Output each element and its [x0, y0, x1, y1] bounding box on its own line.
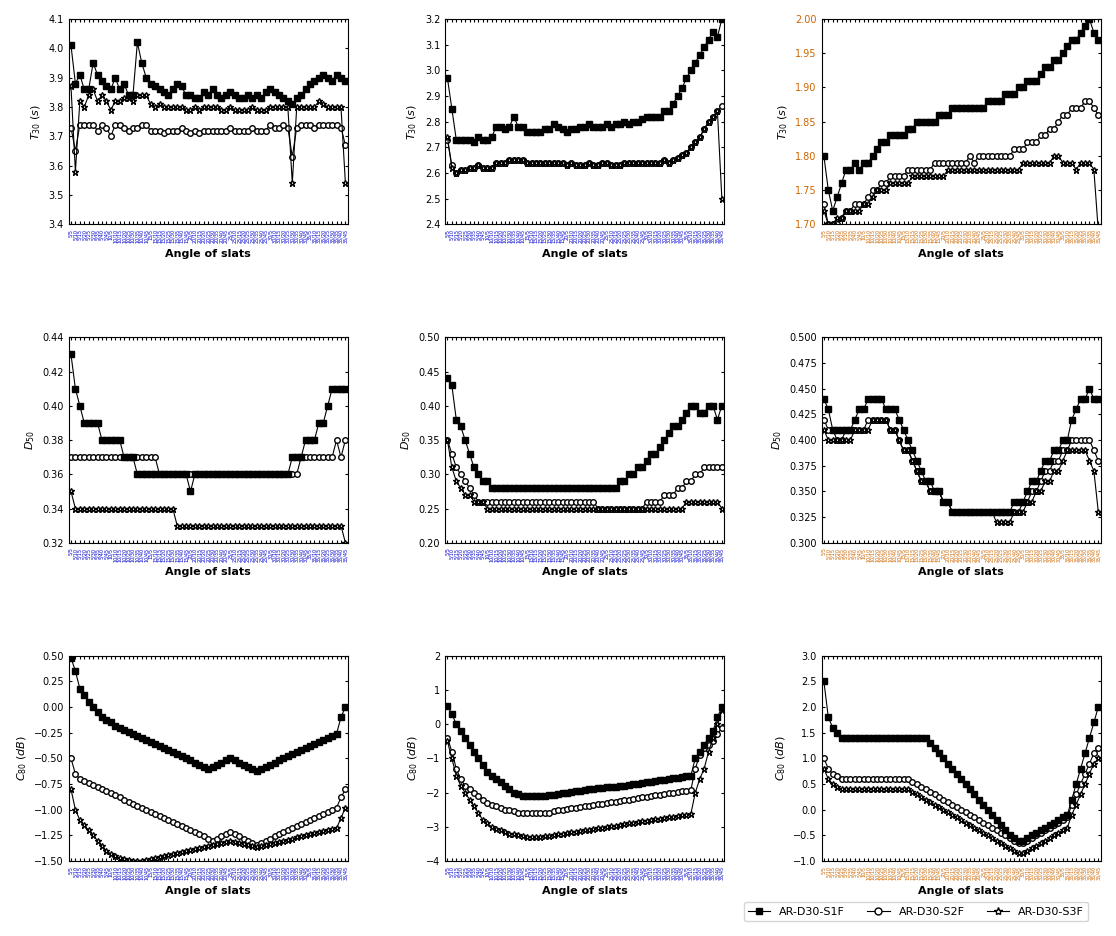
Y-axis label: $C_{80}\ (dB)$: $C_{80}\ (dB)$: [775, 736, 788, 782]
Legend: AR-D30-S1F, AR-D30-S2F, AR-D30-S3F: AR-D30-S1F, AR-D30-S2F, AR-D30-S3F: [743, 902, 1088, 921]
Y-axis label: $D_{50}$: $D_{50}$: [770, 431, 783, 450]
Y-axis label: $D_{50}$: $D_{50}$: [400, 431, 413, 450]
X-axis label: Angle of slats: Angle of slats: [918, 249, 1004, 259]
X-axis label: Angle of slats: Angle of slats: [165, 249, 251, 259]
Y-axis label: $C_{80}\ (dB)$: $C_{80}\ (dB)$: [15, 736, 29, 782]
Y-axis label: $C_{80}\ (dB)$: $C_{80}\ (dB)$: [407, 736, 421, 782]
Y-axis label: $D_{50}$: $D_{50}$: [23, 431, 37, 450]
X-axis label: Angle of slats: Angle of slats: [541, 885, 627, 896]
X-axis label: Angle of slats: Angle of slats: [541, 249, 627, 259]
X-axis label: Angle of slats: Angle of slats: [918, 885, 1004, 896]
Y-axis label: $T_{30}\ (s)$: $T_{30}\ (s)$: [776, 104, 790, 139]
X-axis label: Angle of slats: Angle of slats: [165, 567, 251, 578]
X-axis label: Angle of slats: Angle of slats: [918, 567, 1004, 578]
Y-axis label: $T_{30}\ (s)$: $T_{30}\ (s)$: [406, 104, 420, 139]
X-axis label: Angle of slats: Angle of slats: [165, 885, 251, 896]
X-axis label: Angle of slats: Angle of slats: [541, 567, 627, 578]
Y-axis label: $T_{30}\ (s)$: $T_{30}\ (s)$: [29, 104, 44, 139]
